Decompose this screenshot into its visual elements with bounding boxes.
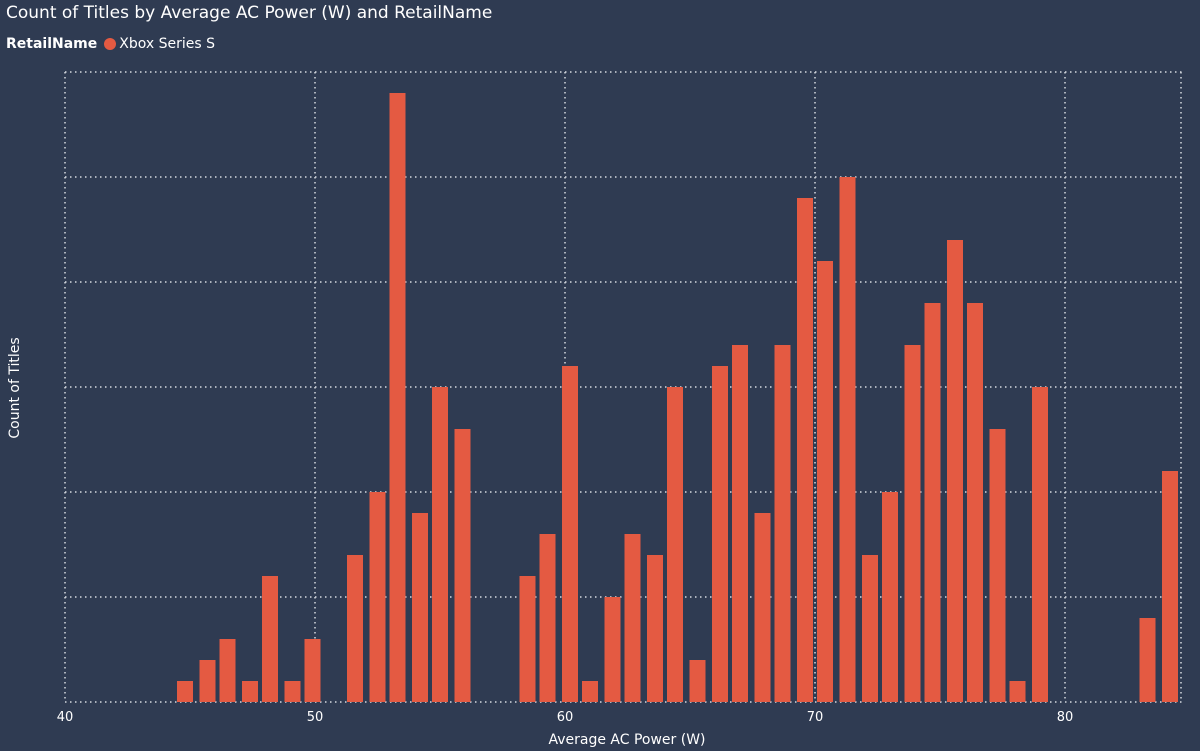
bar-22[interactable]: [712, 366, 728, 702]
bar-1[interactable]: [199, 660, 216, 702]
bar-31[interactable]: [904, 345, 921, 702]
x-tick-label: 70: [807, 710, 824, 725]
bar-34[interactable]: [967, 303, 983, 702]
x-gridlines: [64, 72, 1182, 702]
bar-24[interactable]: [754, 513, 771, 702]
bar-8[interactable]: [369, 492, 386, 702]
bar-21[interactable]: [689, 660, 706, 702]
legend-title: RetailName: [6, 36, 98, 52]
bar-19[interactable]: [647, 555, 663, 702]
bar-23[interactable]: [732, 345, 748, 702]
bar-17[interactable]: [604, 597, 621, 702]
bar-3[interactable]: [242, 681, 258, 702]
bar-2[interactable]: [219, 639, 236, 702]
bar-20[interactable]: [667, 387, 683, 702]
x-axis-title: Average AC Power (W): [548, 732, 705, 748]
bar-5[interactable]: [284, 681, 301, 702]
bar-7[interactable]: [347, 555, 363, 702]
bar-10[interactable]: [412, 513, 428, 702]
bar-38[interactable]: [1139, 618, 1156, 702]
bar-29[interactable]: [862, 555, 878, 702]
bar-27[interactable]: [817, 261, 833, 702]
x-tick-label: 40: [57, 710, 74, 725]
x-tick-labels: 40 50 60 70 80: [57, 710, 1074, 725]
bar-15[interactable]: [562, 366, 578, 702]
bar-9[interactable]: [389, 93, 406, 702]
bar-30[interactable]: [882, 492, 898, 702]
bar-25[interactable]: [774, 345, 791, 702]
bar-36[interactable]: [1009, 681, 1026, 702]
x-tick-label: 80: [1057, 710, 1074, 725]
bar-16[interactable]: [582, 681, 598, 702]
bar-26[interactable]: [797, 198, 813, 702]
chart-title: Count of Titles by Average AC Power (W) …: [6, 3, 493, 23]
bars: [177, 93, 1178, 702]
bar-4[interactable]: [262, 576, 278, 702]
x-tick-label: 50: [307, 710, 324, 725]
bar-6[interactable]: [304, 639, 321, 702]
bar-0[interactable]: [177, 681, 193, 702]
bar-14[interactable]: [539, 534, 556, 702]
bar-28[interactable]: [839, 177, 856, 702]
bar-33[interactable]: [947, 240, 963, 702]
bar-11[interactable]: [432, 387, 448, 702]
legend: RetailName Xbox Series S: [6, 36, 215, 52]
bar-13[interactable]: [519, 576, 536, 702]
legend-entry-label[interactable]: Xbox Series S: [119, 36, 216, 52]
x-tick-label: 60: [557, 710, 574, 725]
bar-39[interactable]: [1162, 471, 1178, 702]
bar-32[interactable]: [924, 303, 941, 702]
bar-35[interactable]: [989, 429, 1006, 702]
legend-marker-xbox-series-s[interactable]: [104, 38, 117, 50]
bar-37[interactable]: [1032, 387, 1048, 702]
bar-18[interactable]: [624, 534, 641, 702]
bar-12[interactable]: [454, 429, 471, 702]
y-gridlines: [65, 71, 1182, 703]
